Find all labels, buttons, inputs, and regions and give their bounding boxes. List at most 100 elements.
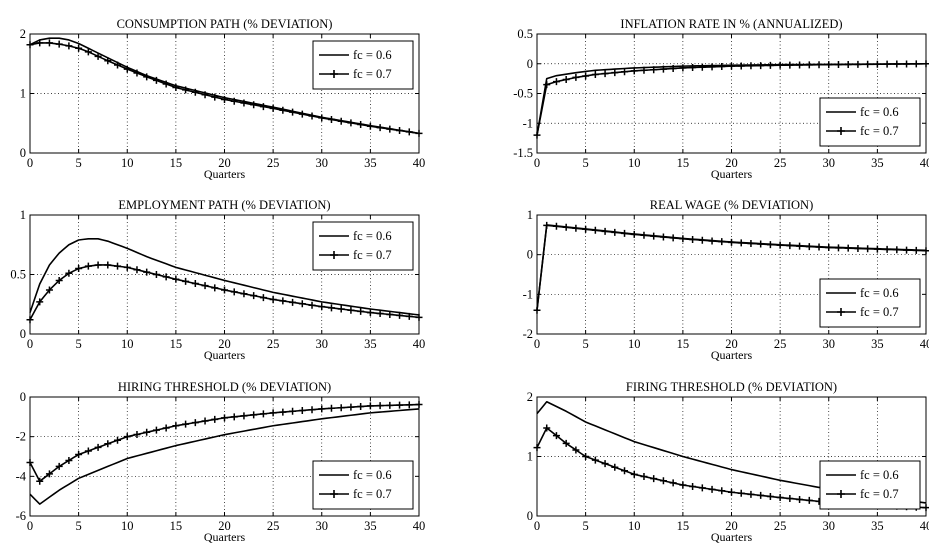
series-point bbox=[94, 52, 102, 60]
series-point bbox=[737, 239, 745, 247]
x-tick-label: 20 bbox=[725, 519, 738, 533]
series-point bbox=[104, 57, 112, 65]
chart-panel-5: 0 5 10 15 20 25 30 35 40 0 -2 -4 -6 HIRING THRESHOLD … bbox=[16, 380, 426, 544]
series-point bbox=[766, 61, 774, 69]
y-tick-label: -4 bbox=[16, 469, 27, 483]
series-point bbox=[796, 61, 804, 69]
series-point bbox=[114, 436, 122, 444]
series-point bbox=[327, 116, 335, 124]
x-tick-label: 15 bbox=[677, 519, 690, 533]
series-point bbox=[337, 404, 345, 412]
series-point bbox=[133, 69, 141, 77]
legend-box bbox=[819, 278, 921, 328]
series-point bbox=[766, 241, 774, 249]
series-point bbox=[114, 61, 122, 69]
series-point bbox=[747, 239, 755, 247]
series-point bbox=[386, 401, 394, 409]
series-point bbox=[172, 275, 180, 283]
series-point bbox=[591, 456, 599, 464]
series-point bbox=[104, 440, 112, 448]
series-point bbox=[230, 413, 238, 421]
legend-marker bbox=[330, 70, 338, 78]
series-point bbox=[844, 244, 852, 252]
series-point bbox=[776, 494, 784, 502]
series-point bbox=[718, 487, 726, 495]
series-point bbox=[698, 63, 706, 71]
series-point bbox=[55, 462, 63, 470]
series-point bbox=[55, 276, 63, 284]
series-point bbox=[250, 292, 258, 300]
series-point bbox=[308, 112, 316, 120]
x-tick-label: 5 bbox=[76, 156, 82, 170]
x-tick-label: 10 bbox=[121, 156, 134, 170]
series-point bbox=[572, 446, 580, 454]
y-tick-label: 1 bbox=[527, 450, 533, 464]
chart-title: EMPLOYMENT PATH (% DEVIATION) bbox=[118, 198, 330, 212]
series-point bbox=[269, 409, 277, 417]
legend-marker bbox=[837, 308, 845, 316]
x-tick-label: 35 bbox=[871, 519, 884, 533]
y-tick-label: 0 bbox=[20, 390, 26, 404]
x-tick-label: 40 bbox=[413, 156, 426, 170]
series-point bbox=[75, 44, 83, 52]
series-point bbox=[366, 402, 374, 410]
x-tick-label: 30 bbox=[316, 337, 329, 351]
x-tick-label: 20 bbox=[725, 337, 738, 351]
series-point bbox=[562, 439, 570, 447]
series-point bbox=[689, 64, 697, 72]
y-tick-label: 0 bbox=[527, 509, 533, 523]
series-point bbox=[893, 246, 901, 254]
series-point bbox=[337, 117, 345, 125]
series-point bbox=[172, 422, 180, 430]
series-point bbox=[854, 244, 862, 252]
y-tick-label: 0.5 bbox=[10, 268, 26, 282]
chart-panel-3: 0 5 10 15 20 25 30 35 40 0 0.5 1 EMPLOYMENT PATH (% … bbox=[10, 198, 425, 362]
series-point bbox=[864, 245, 872, 253]
series-point bbox=[279, 297, 287, 305]
chart-panel-6: 0 5 10 15 20 25 30 35 40 0 1 2 FIRING THRESHOLD (% D… bbox=[527, 380, 929, 544]
series-point bbox=[630, 230, 638, 238]
x-tick-label: 0 bbox=[534, 519, 540, 533]
series-point bbox=[386, 310, 394, 318]
series-point bbox=[376, 124, 384, 132]
series-point bbox=[844, 60, 852, 68]
series-point bbox=[611, 463, 619, 471]
x-tick-label: 35 bbox=[364, 519, 377, 533]
series-point bbox=[543, 81, 551, 89]
series-point bbox=[757, 62, 765, 70]
series-point bbox=[84, 447, 92, 455]
legend: fc = 0.6 fc = 0.7 bbox=[312, 460, 414, 510]
series-point bbox=[747, 62, 755, 70]
series-point bbox=[864, 60, 872, 68]
x-tick-label: 20 bbox=[218, 156, 231, 170]
series-point bbox=[659, 65, 667, 73]
series-point bbox=[689, 482, 697, 490]
series-point bbox=[815, 243, 823, 251]
legend-label: fc = 0.7 bbox=[353, 487, 392, 501]
x-tick-label: 40 bbox=[920, 519, 929, 533]
series-point bbox=[650, 66, 658, 74]
series-point bbox=[883, 245, 891, 253]
legend: fc = 0.6 fc = 0.7 bbox=[819, 97, 921, 147]
x-tick-label: 5 bbox=[583, 156, 589, 170]
x-tick-label: 40 bbox=[413, 337, 426, 351]
y-tick-label: -0.5 bbox=[513, 87, 533, 101]
series-point bbox=[650, 232, 658, 240]
chart-title: HIRING THRESHOLD (% DEVIATION) bbox=[118, 380, 331, 394]
series-point bbox=[36, 298, 44, 306]
series-point bbox=[162, 80, 170, 88]
series-point bbox=[659, 477, 667, 485]
legend-box bbox=[312, 460, 414, 510]
series-point bbox=[298, 110, 306, 118]
series-point bbox=[689, 236, 697, 244]
series-point bbox=[376, 310, 384, 318]
legend: fc = 0.6 fc = 0.7 bbox=[819, 278, 921, 328]
series-point bbox=[182, 420, 190, 428]
x-tick-label: 5 bbox=[583, 519, 589, 533]
chart-title: CONSUMPTION PATH (% DEVIATION) bbox=[117, 17, 333, 31]
series-point bbox=[347, 403, 355, 411]
series-point bbox=[669, 479, 677, 487]
chart-panel-1: 0 5 10 15 20 25 30 35 40 0 1 2 CONSUMPTION PATH (% D… bbox=[20, 17, 426, 181]
x-tick-label: 30 bbox=[823, 519, 836, 533]
x-tick-label: 30 bbox=[823, 337, 836, 351]
